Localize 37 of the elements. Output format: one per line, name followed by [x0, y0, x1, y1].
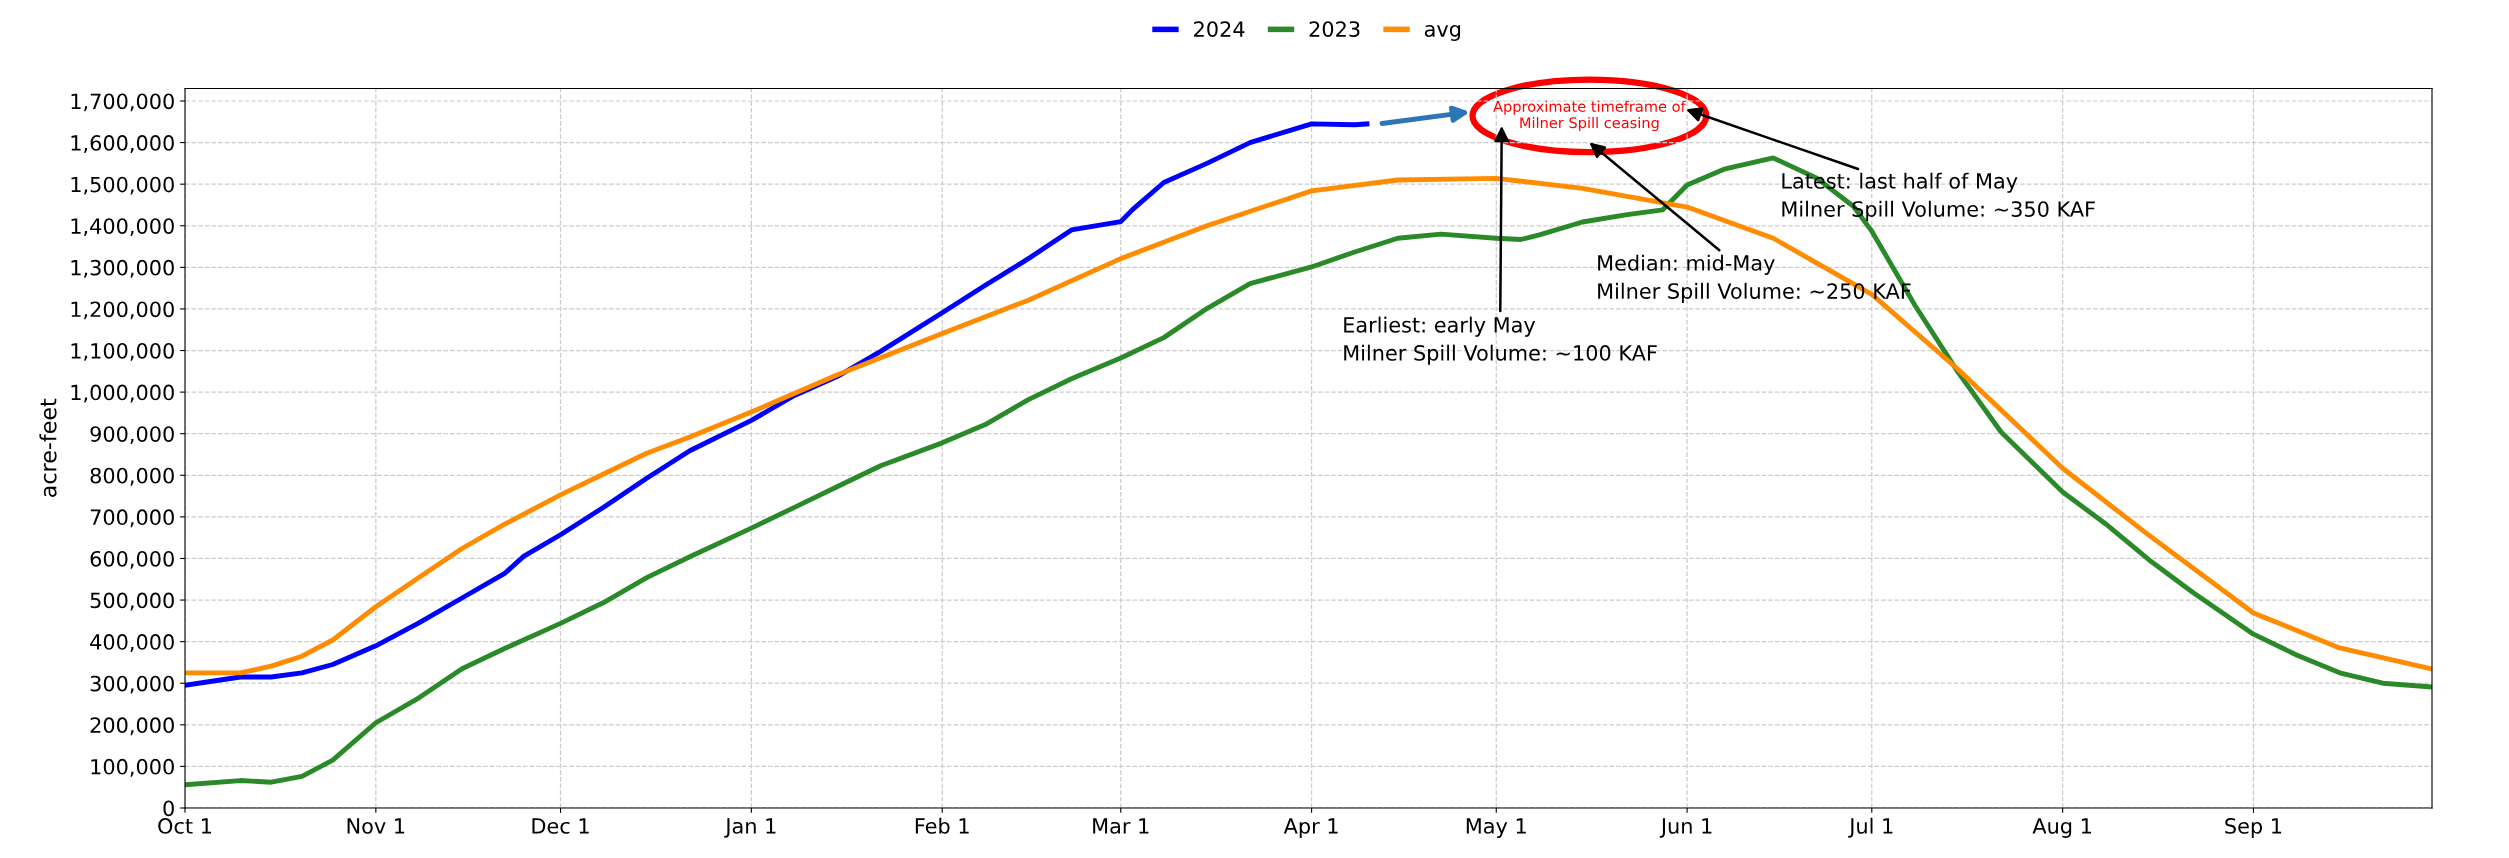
- y-tick-label: 1,000,000: [71, 384, 174, 403]
- x-tick-label: Mar 1: [1093, 818, 1149, 834]
- y-tick-label: 600,000: [90, 550, 174, 569]
- x-tick-label: Jul 1: [1848, 817, 1893, 838]
- y-tick-label: 1,500,000: [71, 176, 174, 195]
- y-tick-label: 1,300,000: [71, 259, 174, 278]
- y-tick-label: 1,400,000: [71, 218, 174, 237]
- y-tick-label: 500,000: [90, 592, 174, 611]
- x-tick-label: Sep 1: [2225, 818, 2282, 838]
- y-tick-label: 1,700,000: [71, 93, 174, 112]
- annotation: Earliest: early May Milner Spill Volume: ~100 KAF: [1344, 316, 1657, 365]
- x-tick-label: Nov 1: [347, 818, 405, 834]
- x-tick-label: Dec 1: [532, 818, 589, 834]
- x-tick-label: Feb 1: [915, 817, 969, 834]
- y-tick-label: 1,200,000: [71, 301, 174, 320]
- x-tick-label: Apr 1: [1283, 818, 1338, 838]
- y-tick-label: 900,000: [90, 426, 174, 445]
- y-tick-label: 700,000: [90, 509, 174, 528]
- line-series: [185, 155, 2432, 788]
- y-tick-label: 1,600,000: [71, 135, 174, 153]
- y-axis-title: acre-feet: [39, 398, 57, 497]
- y-tick-label: 0: [163, 800, 174, 817]
- x-tick-label: May 1: [1466, 818, 1526, 838]
- x-tick-label: Jan 1: [724, 818, 776, 838]
- x-tick-label: Jun 1: [1659, 818, 1712, 838]
- legend-label: avg: [1424, 25, 1461, 41]
- y-tick-label: 400,000: [90, 634, 174, 652]
- x-tick-label: Oct 1: [158, 818, 212, 834]
- y-tick-label: 800,000: [90, 467, 174, 486]
- annotation: Approximate timeframe of Milner Spill ceasing: [1493, 100, 1686, 132]
- y-tick-label: 100,000: [91, 758, 174, 777]
- y-tick-label: 200,000: [90, 717, 174, 736]
- y-tick-label: 300,000: [90, 675, 174, 694]
- y-tick-label: 1,100,000: [71, 342, 174, 361]
- legend-label: 2024: [1194, 21, 1245, 37]
- legend-label: 2023: [1309, 21, 1360, 37]
- x-tick-label: Aug 1: [2032, 818, 2091, 838]
